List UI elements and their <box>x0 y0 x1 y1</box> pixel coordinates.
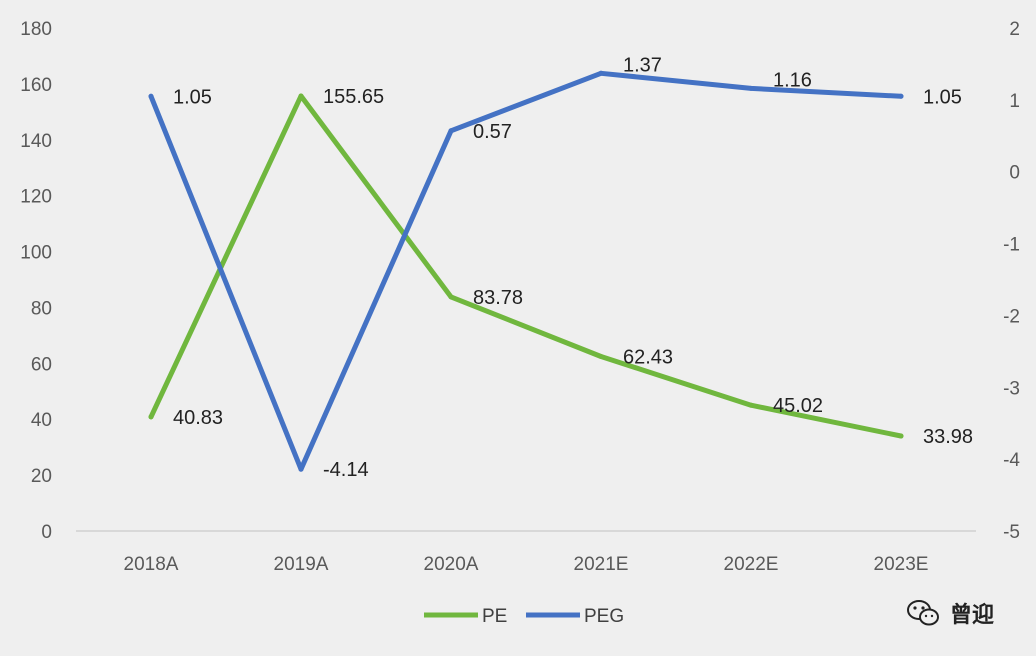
left-axis-tick-label: 180 <box>20 19 52 40</box>
legend-label-pe: PE <box>482 606 507 627</box>
series-layer <box>148 70 904 472</box>
right-axis-tick-label: 0 <box>1009 163 1020 184</box>
watermark-text: 曾迎 <box>950 602 994 627</box>
right-axis-tick-label: -4 <box>1003 450 1020 471</box>
data-label-pe: 33.98 <box>923 426 973 448</box>
right-axis-tick-label: -2 <box>1003 306 1020 327</box>
left-axis-tick-label: 140 <box>20 131 52 152</box>
data-label-peg: 1.05 <box>923 86 962 108</box>
left-axis-tick-label: 60 <box>31 354 52 375</box>
data-label-peg: -4.14 <box>323 459 369 481</box>
data-point-pe <box>298 93 304 99</box>
x-axis-tick-label: 2018A <box>124 554 179 575</box>
x-axis-tick-label: 2020A <box>424 554 479 575</box>
left-axis-tick-label: 20 <box>31 466 52 487</box>
legend-label-peg: PEG <box>584 606 624 627</box>
x-axis-tick-label: 2022E <box>724 554 779 575</box>
right-axis-tick-label: -1 <box>1003 235 1020 256</box>
wechat-icon <box>907 600 939 626</box>
data-label-peg: 1.16 <box>773 69 812 91</box>
data-label-pe: 40.83 <box>173 407 223 429</box>
data-label-peg: 1.37 <box>623 54 662 76</box>
data-point-pe <box>448 294 454 300</box>
right-axis-tick-label: -5 <box>1003 522 1020 543</box>
legend: PE PEG <box>424 606 624 627</box>
data-point-peg <box>148 93 154 99</box>
data-point-pe <box>898 433 904 439</box>
left-axis-tick-label: 120 <box>20 187 52 208</box>
data-point-peg <box>898 93 904 99</box>
series-line-peg <box>148 70 904 472</box>
data-label-pe: 155.65 <box>323 86 384 108</box>
data-labels: 40.83 155.65 83.78 62.43 45.02 33.98 1.05 -4.14… <box>173 54 973 481</box>
right-axis-tick-label: 1 <box>1009 91 1020 112</box>
data-label-pe: 45.02 <box>773 395 823 417</box>
data-point-peg <box>448 128 454 134</box>
x-axis-tick-label: 2023E <box>874 554 929 575</box>
data-point-pe <box>148 414 154 420</box>
right-axis-tick-label: 2 <box>1009 19 1020 40</box>
x-axis-tick-label: 2019A <box>274 554 329 575</box>
left-axis-tick-label: 40 <box>31 410 52 431</box>
right-axis: -5 -4 -3 -2 -1 0 1 2 <box>1003 19 1020 543</box>
watermark: 曾迎 <box>907 600 994 627</box>
data-label-pe: 62.43 <box>623 347 673 369</box>
data-point-peg <box>298 466 304 472</box>
data-label-peg: 0.57 <box>473 121 512 143</box>
left-axis-tick-label: 0 <box>41 522 52 543</box>
series-line-pe <box>148 93 904 439</box>
left-axis-tick-label: 100 <box>20 243 52 264</box>
data-point-peg <box>598 70 604 76</box>
x-axis: 2018A 2019A 2020A 2021E 2022E 2023E <box>76 530 976 575</box>
data-label-peg: 1.05 <box>173 86 212 108</box>
data-label-pe: 83.78 <box>473 287 523 309</box>
right-axis-tick-label: -3 <box>1003 378 1020 399</box>
data-point-pe <box>748 402 754 408</box>
data-point-peg <box>748 85 754 91</box>
data-point-pe <box>598 354 604 360</box>
x-axis-tick-label: 2021E <box>574 554 629 575</box>
left-axis-tick-label: 80 <box>31 298 52 319</box>
left-axis-tick-label: 160 <box>20 75 52 96</box>
left-axis: 0 20 40 60 80 100 120 140 160 180 <box>20 19 52 543</box>
